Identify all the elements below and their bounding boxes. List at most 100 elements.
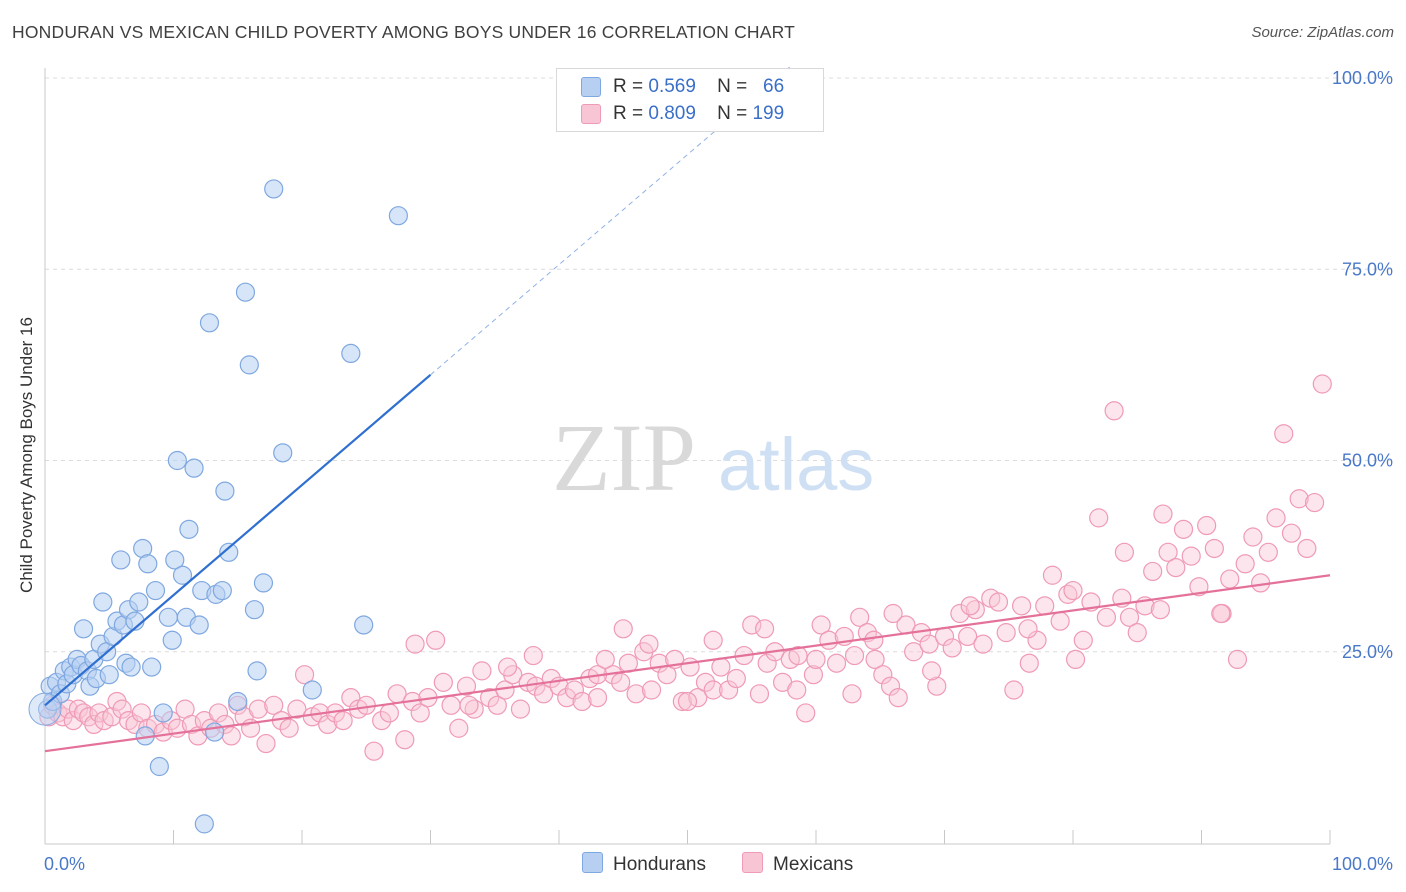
mexican-point xyxy=(379,703,399,723)
mexican-point xyxy=(1166,557,1186,578)
honduran-point xyxy=(138,554,158,574)
mexican-point xyxy=(757,653,777,673)
honduran-point xyxy=(162,630,182,650)
mexican-trend-line xyxy=(44,574,1331,753)
mexican-point xyxy=(395,730,415,750)
legend-n-value: 199 xyxy=(752,103,785,124)
mexican-point xyxy=(942,638,962,658)
legend-n-label: N = xyxy=(717,76,748,97)
mexican-point xyxy=(372,710,392,731)
mexican-point xyxy=(264,695,284,715)
honduran-point xyxy=(121,657,141,677)
mexican-point xyxy=(826,653,847,673)
mexican-point xyxy=(510,699,531,719)
mexican-point xyxy=(919,634,939,654)
mexican-point xyxy=(1150,600,1170,620)
mexican-point xyxy=(865,649,885,670)
honduran-trend-line xyxy=(44,373,432,707)
mexican-point xyxy=(1114,542,1135,562)
mexican-point xyxy=(703,680,723,700)
mexican-point xyxy=(441,695,461,715)
mexican-point xyxy=(459,695,479,715)
mexican-point xyxy=(1289,489,1309,509)
mexican-point xyxy=(850,607,870,627)
honduran-point xyxy=(341,343,361,363)
honduran-trend-extension xyxy=(430,66,791,376)
mexican-point xyxy=(787,680,807,700)
mexican-point xyxy=(449,718,469,738)
y-tick-label: 75.0% xyxy=(1342,259,1393,279)
mexican-point xyxy=(112,699,132,719)
mexican-point xyxy=(1127,623,1147,643)
bottom-legend-mexicans: Mexicans xyxy=(742,852,853,876)
mexican-point xyxy=(1297,538,1317,559)
honduran-point xyxy=(199,313,220,333)
mexican-point xyxy=(1204,538,1224,559)
mexican-point xyxy=(703,630,723,650)
mexican-point xyxy=(1211,603,1231,624)
bottom-legend-label-hondurans: Hondurans xyxy=(613,854,706,875)
mexican-point xyxy=(523,645,543,666)
mexican-point xyxy=(927,676,947,696)
mexican-point xyxy=(726,668,746,689)
mexican-point xyxy=(883,603,903,624)
y-tick-label: 100.0% xyxy=(1332,68,1393,88)
honduran-point xyxy=(184,458,204,478)
honduran-point xyxy=(99,665,119,685)
mexican-point xyxy=(1063,580,1083,601)
mexican-point xyxy=(333,710,353,731)
mexican-point xyxy=(1119,607,1140,627)
mexican-point xyxy=(711,657,731,677)
mexican-point xyxy=(1153,504,1173,524)
y-tick-label: 50.0% xyxy=(1342,451,1393,471)
mexican-point xyxy=(564,680,585,700)
honduran-point-large xyxy=(28,692,62,726)
watermark-zip: ZIP xyxy=(552,404,696,511)
legend-r-value: 0.809 xyxy=(648,103,696,124)
mexican-point xyxy=(639,634,659,654)
honduran-point xyxy=(158,607,178,627)
mexican-point xyxy=(426,630,446,650)
tick-labels: 100.0% 75.0% 50.0% 25.0% 0.0% 100.0% xyxy=(44,68,1393,874)
mexican-point xyxy=(677,691,698,712)
bottom-legend-swatch-hondurans xyxy=(582,852,603,873)
mexican-point xyxy=(873,665,893,685)
bottom-legend-hondurans: Hondurans xyxy=(582,852,706,876)
mexican-point xyxy=(958,626,978,647)
mexican-point xyxy=(672,691,692,712)
mexican-point xyxy=(611,672,631,692)
mexican-point xyxy=(208,703,229,723)
mexican-point xyxy=(1220,569,1240,589)
mexican-point xyxy=(181,714,202,735)
honduran-point xyxy=(153,703,173,723)
mexican-point xyxy=(557,688,577,708)
mexican-point xyxy=(803,665,824,685)
mexican-point xyxy=(294,665,315,685)
mexican-point xyxy=(68,699,89,719)
mexican-point xyxy=(719,680,739,700)
mexican-point xyxy=(754,619,775,639)
mexican-point xyxy=(256,733,276,754)
bottom-legend-swatch-mexicans xyxy=(742,852,763,873)
mexican-point xyxy=(58,699,78,719)
mexican-point xyxy=(1197,515,1217,536)
legend-n-label: N = xyxy=(717,103,748,124)
trend-lines xyxy=(44,66,1331,753)
mexican-point xyxy=(1073,630,1093,650)
mexican-point xyxy=(1158,542,1178,562)
mexican-point xyxy=(965,600,985,620)
mexican-point xyxy=(1019,653,1039,673)
mexican-point xyxy=(922,661,942,681)
honduran-point xyxy=(273,443,293,463)
mexican-point xyxy=(1050,611,1070,631)
mexican-point xyxy=(433,672,453,692)
legend-swatch-hondurans xyxy=(581,77,601,97)
honduran-point xyxy=(142,657,162,677)
honduran-point xyxy=(302,680,322,700)
mexican-point xyxy=(613,619,633,639)
mexican-point xyxy=(1065,649,1086,670)
honduran-point xyxy=(149,756,169,777)
honduran-point xyxy=(219,542,239,562)
mexican-point xyxy=(595,649,615,670)
